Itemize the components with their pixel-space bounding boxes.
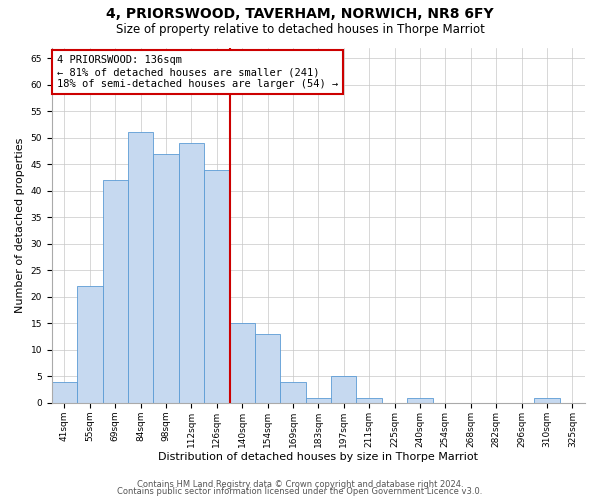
Text: Contains HM Land Registry data © Crown copyright and database right 2024.: Contains HM Land Registry data © Crown c… <box>137 480 463 489</box>
Text: 4 PRIORSWOOD: 136sqm
← 81% of detached houses are smaller (241)
18% of semi-deta: 4 PRIORSWOOD: 136sqm ← 81% of detached h… <box>57 56 338 88</box>
Bar <box>305 398 331 403</box>
Text: 4, PRIORSWOOD, TAVERHAM, NORWICH, NR8 6FY: 4, PRIORSWOOD, TAVERHAM, NORWICH, NR8 6F… <box>106 8 494 22</box>
Bar <box>103 180 128 403</box>
Bar <box>356 398 382 403</box>
Text: Size of property relative to detached houses in Thorpe Marriot: Size of property relative to detached ho… <box>116 22 484 36</box>
Bar <box>77 286 103 403</box>
Bar <box>280 382 305 403</box>
Bar <box>154 154 179 403</box>
Bar <box>179 143 204 403</box>
Bar <box>204 170 230 403</box>
X-axis label: Distribution of detached houses by size in Thorpe Marriot: Distribution of detached houses by size … <box>158 452 478 462</box>
Text: Contains public sector information licensed under the Open Government Licence v3: Contains public sector information licen… <box>118 488 482 496</box>
Bar <box>407 398 433 403</box>
Bar <box>255 334 280 403</box>
Bar <box>128 132 154 403</box>
Y-axis label: Number of detached properties: Number of detached properties <box>15 138 25 313</box>
Bar <box>331 376 356 403</box>
Bar <box>230 324 255 403</box>
Bar <box>534 398 560 403</box>
Bar <box>52 382 77 403</box>
